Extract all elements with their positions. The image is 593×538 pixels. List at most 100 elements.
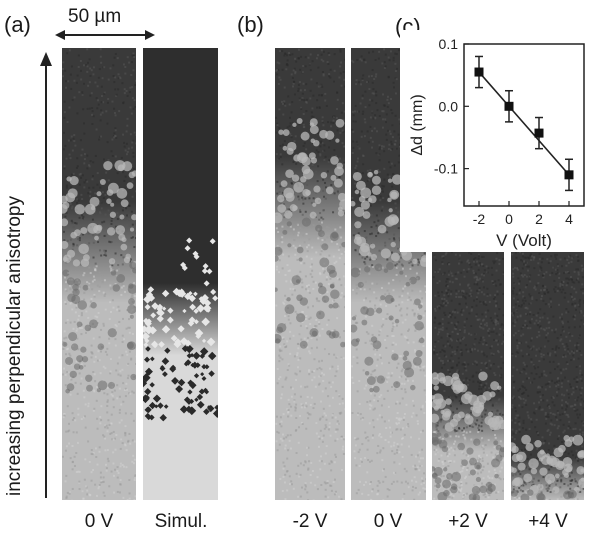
noise-grain — [310, 337, 313, 340]
sim-grain — [156, 315, 164, 323]
noise-grain — [496, 314, 499, 317]
noise-grain — [389, 166, 392, 169]
noise-grain — [99, 372, 102, 375]
noise-grain — [514, 251, 517, 254]
noise-grain — [313, 176, 316, 179]
noise-grain — [378, 159, 381, 162]
noise-grain — [581, 386, 584, 389]
noise-grain — [277, 82, 280, 85]
noise-grain — [307, 446, 310, 449]
noise-grain — [100, 328, 103, 331]
noise-grain — [289, 54, 292, 57]
noise-grain — [103, 279, 106, 282]
noise-grain — [99, 422, 102, 425]
domain-hole — [291, 275, 302, 285]
noise-grain — [383, 48, 386, 51]
noise-grain — [375, 310, 378, 313]
noise-grain — [64, 384, 67, 387]
noise-grain — [310, 111, 313, 114]
noise-grain — [539, 347, 542, 350]
noise-grain — [515, 256, 518, 259]
noise-grain — [91, 453, 94, 456]
noise-grain — [407, 425, 410, 428]
noise-grain — [390, 162, 393, 165]
noise-grain — [117, 73, 120, 76]
noise-grain — [93, 266, 96, 269]
noise-grain — [537, 330, 540, 333]
noise-grain — [452, 495, 455, 498]
domain-hole — [273, 246, 283, 256]
noise-grain — [294, 406, 297, 409]
domain-blob — [334, 166, 344, 177]
noise-grain — [447, 315, 450, 318]
noise-grain — [297, 83, 300, 86]
noise-grain — [320, 216, 323, 219]
noise-grain — [500, 324, 503, 327]
noise-grain — [424, 285, 427, 288]
noise-grain — [494, 406, 497, 409]
noise-grain — [441, 460, 444, 463]
noise-grain — [379, 303, 382, 306]
noise-grain — [371, 436, 374, 439]
noise-grain — [578, 305, 581, 308]
noise-grain — [460, 482, 463, 485]
noise-grain — [317, 151, 320, 154]
noise-grain — [298, 191, 301, 194]
noise-grain — [497, 322, 500, 325]
noise-grain — [365, 297, 368, 300]
noise-grain — [438, 268, 441, 271]
noise-grain — [310, 396, 313, 399]
noise-grain — [290, 73, 293, 76]
noise-grain — [358, 194, 361, 197]
noise-grain — [516, 344, 519, 347]
noise-grain — [117, 373, 120, 376]
noise-grain — [323, 195, 326, 198]
noise-grain — [292, 121, 295, 124]
noise-grain — [359, 58, 362, 61]
domain-blob — [93, 224, 102, 234]
noise-grain — [307, 370, 310, 373]
noise-grain — [74, 144, 77, 147]
noise-grain — [66, 371, 69, 374]
noise-grain — [444, 345, 447, 348]
noise-grain — [530, 339, 533, 342]
noise-grain — [383, 61, 386, 64]
noise-grain — [516, 268, 519, 271]
strip-b-plus2v — [428, 251, 509, 502]
noise-grain — [579, 377, 582, 380]
noise-grain — [572, 316, 575, 319]
noise-grain — [333, 299, 336, 302]
noise-grain — [86, 180, 89, 183]
noise-grain — [567, 261, 570, 264]
noise-grain — [447, 342, 450, 345]
noise-grain — [564, 450, 567, 453]
noise-grain — [573, 297, 576, 300]
noise-grain — [63, 239, 66, 242]
noise-grain — [455, 295, 458, 298]
noise-grain — [461, 337, 464, 340]
noise-grain — [104, 251, 107, 254]
noise-grain — [120, 403, 123, 406]
noise-grain — [117, 322, 120, 325]
noise-grain — [548, 305, 551, 308]
noise-grain — [455, 292, 458, 295]
noise-grain — [285, 63, 288, 66]
noise-grain — [397, 227, 400, 230]
noise-grain — [549, 491, 552, 494]
noise-grain — [292, 487, 295, 490]
noise-grain — [519, 397, 522, 400]
noise-grain — [318, 218, 321, 221]
noise-grain — [542, 353, 545, 356]
noise-grain — [66, 121, 69, 124]
noise-grain — [78, 237, 81, 240]
noise-grain — [112, 474, 115, 477]
noise-grain — [414, 365, 417, 368]
noise-grain — [65, 336, 68, 339]
domain-blob — [292, 122, 297, 127]
noise-grain — [352, 289, 355, 292]
noise-grain — [131, 223, 134, 226]
noise-grain — [90, 69, 93, 72]
domain-blob — [442, 375, 454, 387]
noise-grain — [483, 274, 486, 277]
noise-grain — [470, 266, 473, 269]
